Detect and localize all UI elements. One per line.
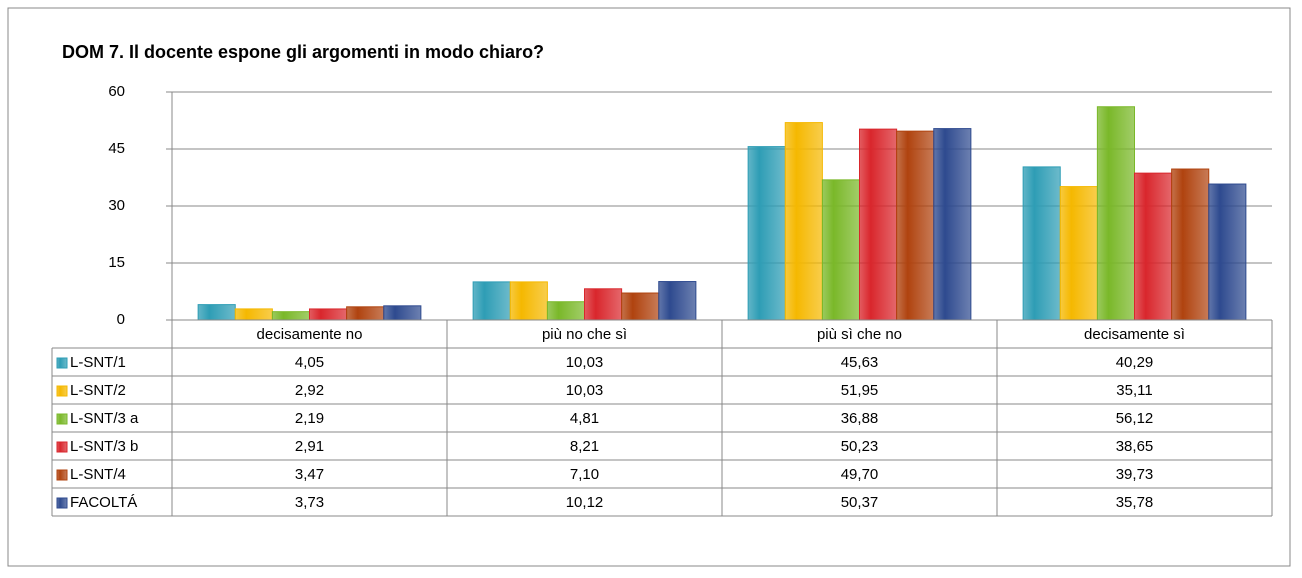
legend-key — [56, 413, 68, 425]
table-value: 40,29 — [1116, 354, 1154, 371]
table-value: 50,23 — [841, 438, 879, 455]
legend-label: L-SNT/4 — [70, 466, 126, 483]
bar — [784, 122, 823, 321]
table-value: 3,47 — [295, 466, 324, 483]
legend-key — [56, 441, 68, 453]
bar — [346, 306, 385, 321]
table-value: 45,63 — [841, 354, 879, 371]
bar — [309, 308, 348, 321]
bar — [1208, 183, 1247, 321]
y-tick-label: 0 — [117, 311, 125, 328]
legend-label: L-SNT/1 — [70, 354, 126, 371]
table-value: 8,21 — [570, 438, 599, 455]
table-value: 2,92 — [295, 382, 324, 399]
y-tick-label: 30 — [108, 197, 125, 214]
y-tick-label: 60 — [108, 83, 125, 100]
x-tick-label: decisamente sì — [1084, 326, 1185, 343]
table-value: 36,88 — [841, 410, 879, 427]
y-tick-label: 45 — [108, 140, 125, 157]
bar — [1059, 186, 1098, 321]
y-tick-label: 15 — [108, 254, 125, 271]
bar — [546, 301, 585, 321]
bar — [509, 281, 548, 321]
legend-label: L-SNT/3 b — [70, 438, 138, 455]
bar — [747, 146, 786, 321]
bar — [896, 130, 935, 321]
table-value: 49,70 — [841, 466, 879, 483]
table-value: 50,37 — [841, 494, 879, 511]
chart-title: DOM 7. Il docente espone gli argomenti i… — [62, 42, 544, 62]
table-value: 10,03 — [566, 382, 604, 399]
table-value: 35,78 — [1116, 494, 1154, 511]
x-tick-label: più no che sì — [542, 326, 627, 343]
bar — [234, 308, 273, 321]
bar — [821, 179, 860, 321]
bar — [1171, 168, 1210, 321]
bar — [197, 304, 236, 321]
bar — [584, 288, 623, 321]
bar — [859, 128, 898, 321]
bar — [621, 292, 660, 321]
legend-key — [56, 497, 68, 509]
legend-label: L-SNT/3 a — [70, 410, 139, 427]
table-value: 56,12 — [1116, 410, 1154, 427]
bar — [1022, 166, 1061, 321]
bar — [271, 311, 310, 321]
table-value: 10,12 — [566, 494, 604, 511]
legend-key — [56, 357, 68, 369]
bar — [1096, 106, 1135, 321]
legend-key — [56, 469, 68, 481]
table-value: 39,73 — [1116, 466, 1154, 483]
table-value: 35,11 — [1116, 382, 1152, 399]
legend-label: L-SNT/2 — [70, 382, 126, 399]
bar — [1134, 172, 1173, 321]
table-value: 38,65 — [1116, 438, 1154, 455]
table-value: 4,05 — [295, 354, 324, 371]
x-tick-label: più sì che no — [817, 326, 902, 343]
bar — [472, 281, 511, 321]
bar — [933, 128, 972, 321]
bar — [658, 281, 697, 321]
legend-key — [56, 385, 68, 397]
table-value: 51,95 — [841, 382, 879, 399]
table-value: 10,03 — [566, 354, 604, 371]
table-value: 2,19 — [295, 410, 324, 427]
x-tick-label: decisamente no — [257, 326, 363, 343]
legend-label: FACOLTÁ — [70, 494, 137, 511]
table-value: 2,91 — [295, 438, 324, 455]
table-value: 3,73 — [295, 494, 324, 511]
table-value: 7,10 — [570, 466, 599, 483]
table-value: 4,81 — [570, 410, 599, 427]
bar — [383, 305, 422, 321]
